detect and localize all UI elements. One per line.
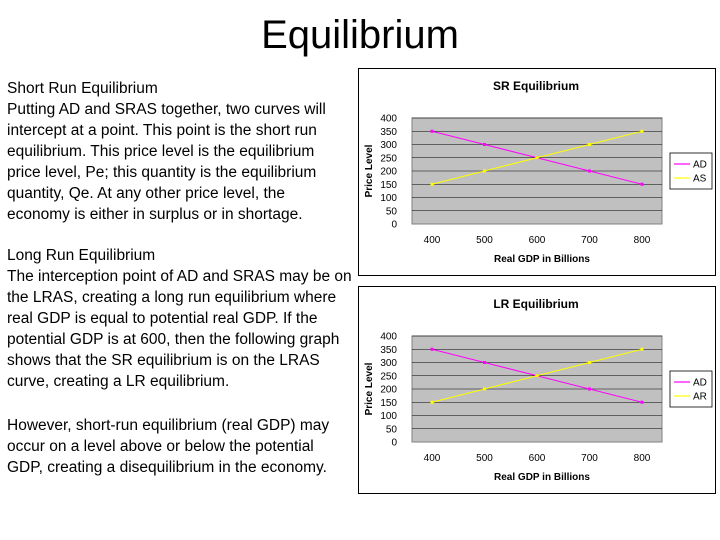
lr-data-point <box>430 400 434 404</box>
lr-y-tick-label: 300 <box>380 358 397 369</box>
lr-data-point <box>640 400 644 404</box>
closing-paragraph: However, short-run equilibrium (real GDP… <box>7 417 330 476</box>
sr-data-point <box>483 169 486 173</box>
text-column: Short Run Equilibrium Putting AD and SRA… <box>7 78 352 478</box>
sr-x-tick-label: 600 <box>529 235 546 246</box>
sr-x-tick-label: 700 <box>581 235 598 246</box>
lr-y-tick-label: 250 <box>380 371 397 382</box>
lr-x-tick-label: 500 <box>476 453 493 464</box>
sr-y-axis-label: Price Level <box>364 144 375 197</box>
sr-x-tick-label: 400 <box>424 235 441 246</box>
lr-y-tick-label: 0 <box>391 438 397 449</box>
sr-y-tick-label: 350 <box>380 127 397 138</box>
lr-legend-box <box>669 370 713 408</box>
lr-data-point <box>483 387 486 391</box>
sr-x-tick-label: 800 <box>634 235 651 246</box>
sr-data-point <box>640 129 644 133</box>
lr-title: LR Equilibrium <box>493 297 578 311</box>
sr-y-tick-label: 250 <box>380 153 397 164</box>
lr-data-point <box>535 374 539 378</box>
lr-y-tick-label: 400 <box>380 332 397 343</box>
sr-data-point <box>535 156 539 160</box>
lr-x-axis-label: Real GDP in Billions <box>494 472 590 483</box>
sr-x-axis-label: Real GDP in Billions <box>494 254 590 265</box>
short-run-body: Putting AD and SRAS together, two curves… <box>7 101 326 223</box>
sr-y-tick-label: 50 <box>386 206 398 217</box>
sr-y-tick-label: 150 <box>380 180 397 191</box>
sr-y-tick-label: 100 <box>380 193 397 204</box>
long-run-body: The interception point of AD and SRAS ma… <box>7 268 352 390</box>
lr-legend-label: AR <box>693 392 707 403</box>
sr-y-tick-label: 0 <box>391 220 397 231</box>
lr-data-point <box>483 361 486 364</box>
lr-x-tick-label: 700 <box>581 453 598 464</box>
sr-equilibrium-chart: 0 50 100 150 200 250 300 350 400 400 500 600 700 800 S… <box>358 68 716 276</box>
lr-legend-label: AD <box>693 378 707 389</box>
long-run-heading: Long Run Equilibrium <box>7 247 156 264</box>
lr-data-point <box>588 361 591 364</box>
lr-y-tick-label: 50 <box>386 424 398 435</box>
lr-equilibrium-chart: 0 50 100 150 200 250 300 350 400 400 500 600 700 800 L… <box>358 286 716 494</box>
slide-title: Equilibrium <box>261 13 459 57</box>
lr-data-point <box>640 347 644 351</box>
sr-y-tick-label: 400 <box>380 114 397 125</box>
sr-chart-svg: 0 50 100 150 200 250 300 350 400 400 500 600 700 800 S… <box>358 68 716 276</box>
sr-data-point <box>483 143 486 146</box>
lr-x-tick-label: 800 <box>634 453 651 464</box>
sr-title: SR Equilibrium <box>493 79 579 93</box>
sr-data-point <box>430 182 434 186</box>
sr-legend-label: AS <box>693 174 707 185</box>
short-run-heading: Short Run Equilibrium <box>7 80 158 97</box>
lr-chart-svg: 0 50 100 150 200 250 300 350 400 400 500 600 700 800 L… <box>358 286 716 494</box>
sr-legend-box <box>669 152 713 190</box>
lr-data-point <box>588 387 591 391</box>
lr-y-tick-label: 350 <box>380 345 397 356</box>
sr-y-tick-label: 300 <box>380 140 397 151</box>
lr-y-tick-label: 100 <box>380 411 397 422</box>
lr-x-tick-label: 600 <box>529 453 546 464</box>
sr-data-point <box>640 182 644 186</box>
sr-y-tick-label: 200 <box>380 167 397 178</box>
lr-x-tick-label: 400 <box>424 453 441 464</box>
sr-x-tick-label: 500 <box>476 235 493 246</box>
lr-data-point <box>430 347 434 351</box>
lr-y-tick-label: 200 <box>380 385 397 396</box>
sr-data-point <box>588 143 591 146</box>
sr-data-point <box>430 129 434 133</box>
sr-data-point <box>588 169 591 173</box>
lr-y-axis-label: Price Level <box>364 362 375 415</box>
lr-y-tick-label: 150 <box>380 398 397 409</box>
sr-legend-label: AD <box>693 160 707 171</box>
